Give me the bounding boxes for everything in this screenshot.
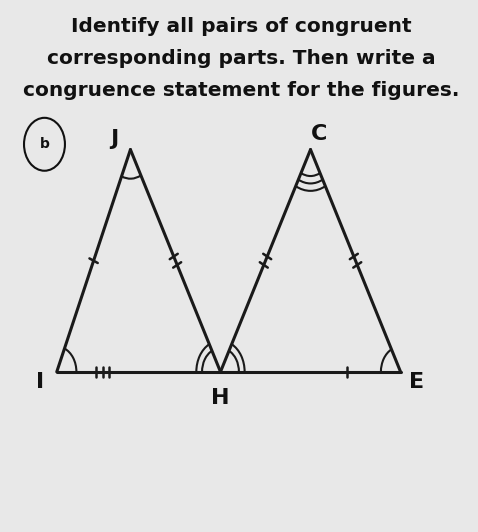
Text: J: J xyxy=(110,129,118,149)
Text: Identify all pairs of congruent: Identify all pairs of congruent xyxy=(71,17,411,36)
Text: corresponding parts. Then write a: corresponding parts. Then write a xyxy=(47,49,435,68)
Text: H: H xyxy=(211,388,230,408)
Text: I: I xyxy=(36,372,44,393)
Text: C: C xyxy=(311,124,327,144)
Text: E: E xyxy=(409,372,424,393)
Text: congruence statement for the figures.: congruence statement for the figures. xyxy=(23,81,459,100)
Text: b: b xyxy=(40,137,49,151)
